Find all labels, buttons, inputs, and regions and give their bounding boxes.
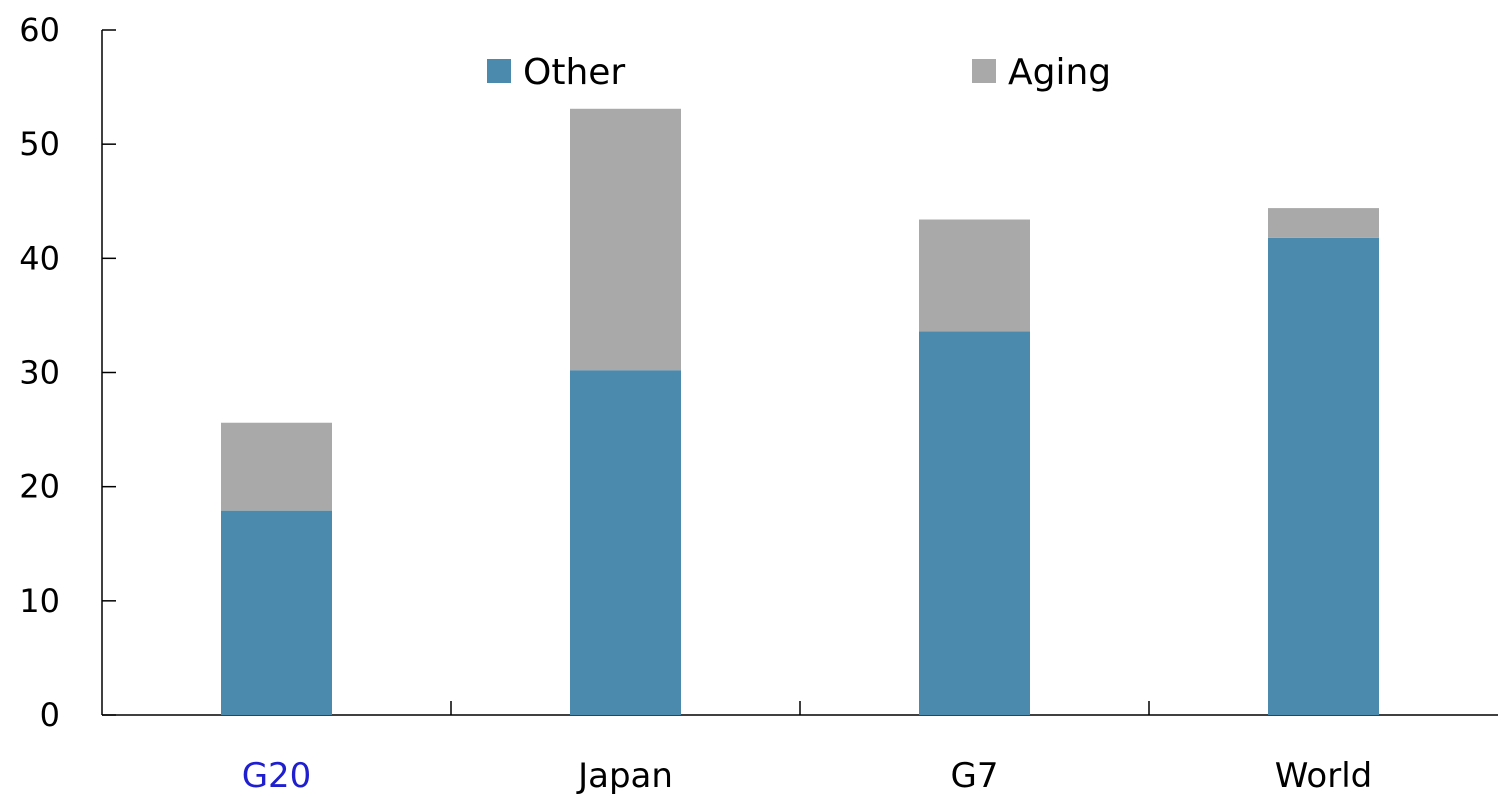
y-tick-label: 40 <box>19 239 60 277</box>
x-category-label: Japan <box>576 756 673 796</box>
bar-aging-g7 <box>919 219 1030 332</box>
x-category-label: World <box>1275 756 1372 796</box>
bar-other-g7 <box>919 331 1030 715</box>
y-axis: 0 10 20 30 40 50 60 <box>19 11 116 734</box>
y-tick-label: 50 <box>19 125 60 163</box>
legend-swatch-aging <box>972 59 996 83</box>
legend-label-other: Other <box>523 52 625 93</box>
y-tick-label: 30 <box>19 354 60 392</box>
legend: Other Aging <box>487 52 1111 93</box>
bars <box>221 108 1379 716</box>
y-tick-label: 20 <box>19 468 60 506</box>
x-axis: G20 Japan G7 World <box>102 701 1498 796</box>
x-category-label: G20 <box>242 756 312 796</box>
bar-other-japan <box>570 370 681 715</box>
y-tick-label: 10 <box>19 582 60 620</box>
x-category-label: G7 <box>951 756 999 796</box>
y-tick-label: 0 <box>40 696 60 734</box>
bar-aging-world <box>1268 208 1379 238</box>
y-tick-label: 60 <box>19 11 60 49</box>
bar-aging-japan <box>570 108 681 371</box>
bar-other-world <box>1268 237 1379 716</box>
legend-label-aging: Aging <box>1008 52 1111 93</box>
bar-other-g20 <box>221 510 332 715</box>
legend-swatch-other <box>487 59 511 83</box>
bar-aging-g20 <box>221 422 332 511</box>
